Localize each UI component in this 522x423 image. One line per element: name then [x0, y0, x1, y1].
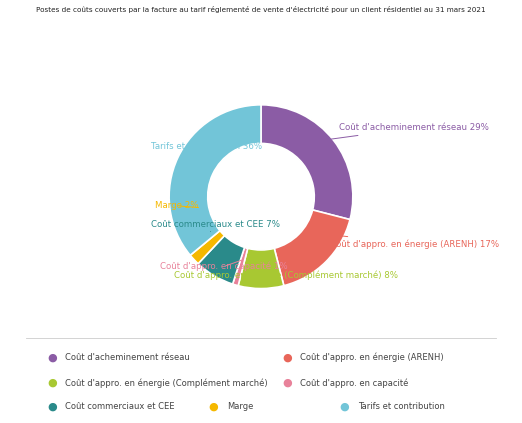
- Wedge shape: [274, 210, 350, 286]
- Text: Coût d'appro. en énergie (Complément marché) 8%: Coût d'appro. en énergie (Complément mar…: [174, 264, 398, 280]
- Text: Coût commerciaux et CEE 7%: Coût commerciaux et CEE 7%: [151, 220, 280, 232]
- Text: ●: ●: [282, 352, 292, 363]
- Wedge shape: [261, 105, 353, 220]
- Text: Coût d'appro. en capacité: Coût d'appro. en capacité: [300, 378, 409, 387]
- Text: Marge 2%: Marge 2%: [156, 201, 199, 210]
- Text: ●: ●: [47, 378, 57, 388]
- Text: Coût d'appro. en capacité 1%: Coût d'appro. en capacité 1%: [160, 260, 288, 271]
- Text: Coût d'appro. en énergie (Complément marché): Coût d'appro. en énergie (Complément mar…: [65, 378, 268, 387]
- Wedge shape: [190, 231, 224, 264]
- Text: Tarifs et contribution: Tarifs et contribution: [358, 402, 444, 412]
- Text: Tarifs et contribution 36%: Tarifs et contribution 36%: [151, 142, 262, 158]
- Wedge shape: [169, 105, 261, 255]
- Text: Coût d'appro. en énergie (ARENH): Coût d'appro. en énergie (ARENH): [300, 353, 444, 362]
- Wedge shape: [198, 236, 244, 284]
- Text: Coût d'appro. en énergie (ARENH) 17%: Coût d'appro. en énergie (ARENH) 17%: [308, 232, 499, 249]
- Wedge shape: [233, 247, 248, 286]
- Text: ●: ●: [339, 402, 349, 412]
- Text: Coût d'acheminement réseau: Coût d'acheminement réseau: [65, 353, 190, 362]
- Text: Coût commerciaux et CEE: Coût commerciaux et CEE: [65, 402, 175, 412]
- Text: ●: ●: [282, 378, 292, 388]
- Text: ●: ●: [47, 402, 57, 412]
- Text: Coût d'acheminement réseau 29%: Coût d'acheminement réseau 29%: [302, 123, 489, 143]
- Text: Postes de coûts couverts par la facture au tarif réglementé de vente d'électrici: Postes de coûts couverts par la facture …: [36, 6, 486, 14]
- Text: Marge: Marge: [227, 402, 254, 412]
- Text: ●: ●: [47, 352, 57, 363]
- Wedge shape: [238, 248, 284, 288]
- Text: ●: ●: [209, 402, 219, 412]
